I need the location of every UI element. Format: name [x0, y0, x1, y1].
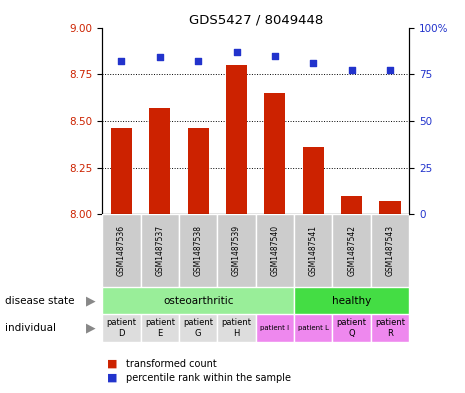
Bar — [149, 108, 170, 214]
Bar — [379, 201, 400, 214]
Bar — [256, 214, 294, 287]
Text: patient
D: patient D — [106, 318, 137, 338]
Text: GSM1487540: GSM1487540 — [271, 225, 279, 276]
Point — [233, 49, 240, 55]
Point — [348, 67, 355, 73]
Bar — [371, 214, 409, 287]
Bar — [188, 128, 209, 214]
Text: GSM1487538: GSM1487538 — [194, 225, 203, 276]
Point — [194, 58, 202, 64]
Bar — [102, 314, 140, 342]
Bar — [341, 195, 362, 214]
Bar — [102, 214, 140, 287]
Title: GDS5427 / 8049448: GDS5427 / 8049448 — [189, 13, 323, 26]
Bar — [294, 287, 409, 314]
Bar — [218, 214, 256, 287]
Point — [118, 58, 125, 64]
Bar — [332, 314, 371, 342]
Text: patient
R: patient R — [375, 318, 405, 338]
Text: patient
Q: patient Q — [337, 318, 367, 338]
Text: patient I: patient I — [260, 325, 290, 331]
Bar — [218, 314, 256, 342]
Bar — [111, 128, 132, 214]
Text: ■: ■ — [107, 358, 118, 369]
Point — [271, 52, 279, 59]
Text: GSM1487542: GSM1487542 — [347, 225, 356, 276]
Bar — [256, 314, 294, 342]
Bar — [179, 314, 218, 342]
Bar — [140, 314, 179, 342]
Text: patient
G: patient G — [183, 318, 213, 338]
Text: GSM1487539: GSM1487539 — [232, 225, 241, 276]
Point — [310, 60, 317, 66]
Text: ■: ■ — [107, 373, 118, 383]
Text: GSM1487536: GSM1487536 — [117, 225, 126, 276]
Text: GSM1487543: GSM1487543 — [385, 225, 394, 276]
Text: GSM1487541: GSM1487541 — [309, 225, 318, 276]
Bar — [332, 214, 371, 287]
Text: healthy: healthy — [332, 296, 371, 306]
Text: transformed count: transformed count — [126, 358, 216, 369]
Text: disease state: disease state — [5, 296, 74, 306]
Bar — [371, 314, 409, 342]
Bar — [102, 287, 294, 314]
Bar — [140, 214, 179, 287]
Text: patient L: patient L — [298, 325, 329, 331]
Text: patient
H: patient H — [221, 318, 252, 338]
Bar — [179, 214, 218, 287]
Text: osteoarthritic: osteoarthritic — [163, 296, 233, 306]
Bar — [265, 93, 286, 214]
Bar — [294, 214, 332, 287]
Bar — [303, 147, 324, 214]
Text: patient
E: patient E — [145, 318, 175, 338]
Point — [156, 54, 164, 61]
Text: ▶: ▶ — [86, 294, 95, 307]
Text: GSM1487537: GSM1487537 — [155, 225, 164, 276]
Bar — [226, 65, 247, 214]
Bar — [294, 314, 332, 342]
Text: individual: individual — [5, 323, 56, 333]
Point — [386, 67, 394, 73]
Text: ▶: ▶ — [86, 321, 95, 335]
Text: percentile rank within the sample: percentile rank within the sample — [126, 373, 291, 383]
